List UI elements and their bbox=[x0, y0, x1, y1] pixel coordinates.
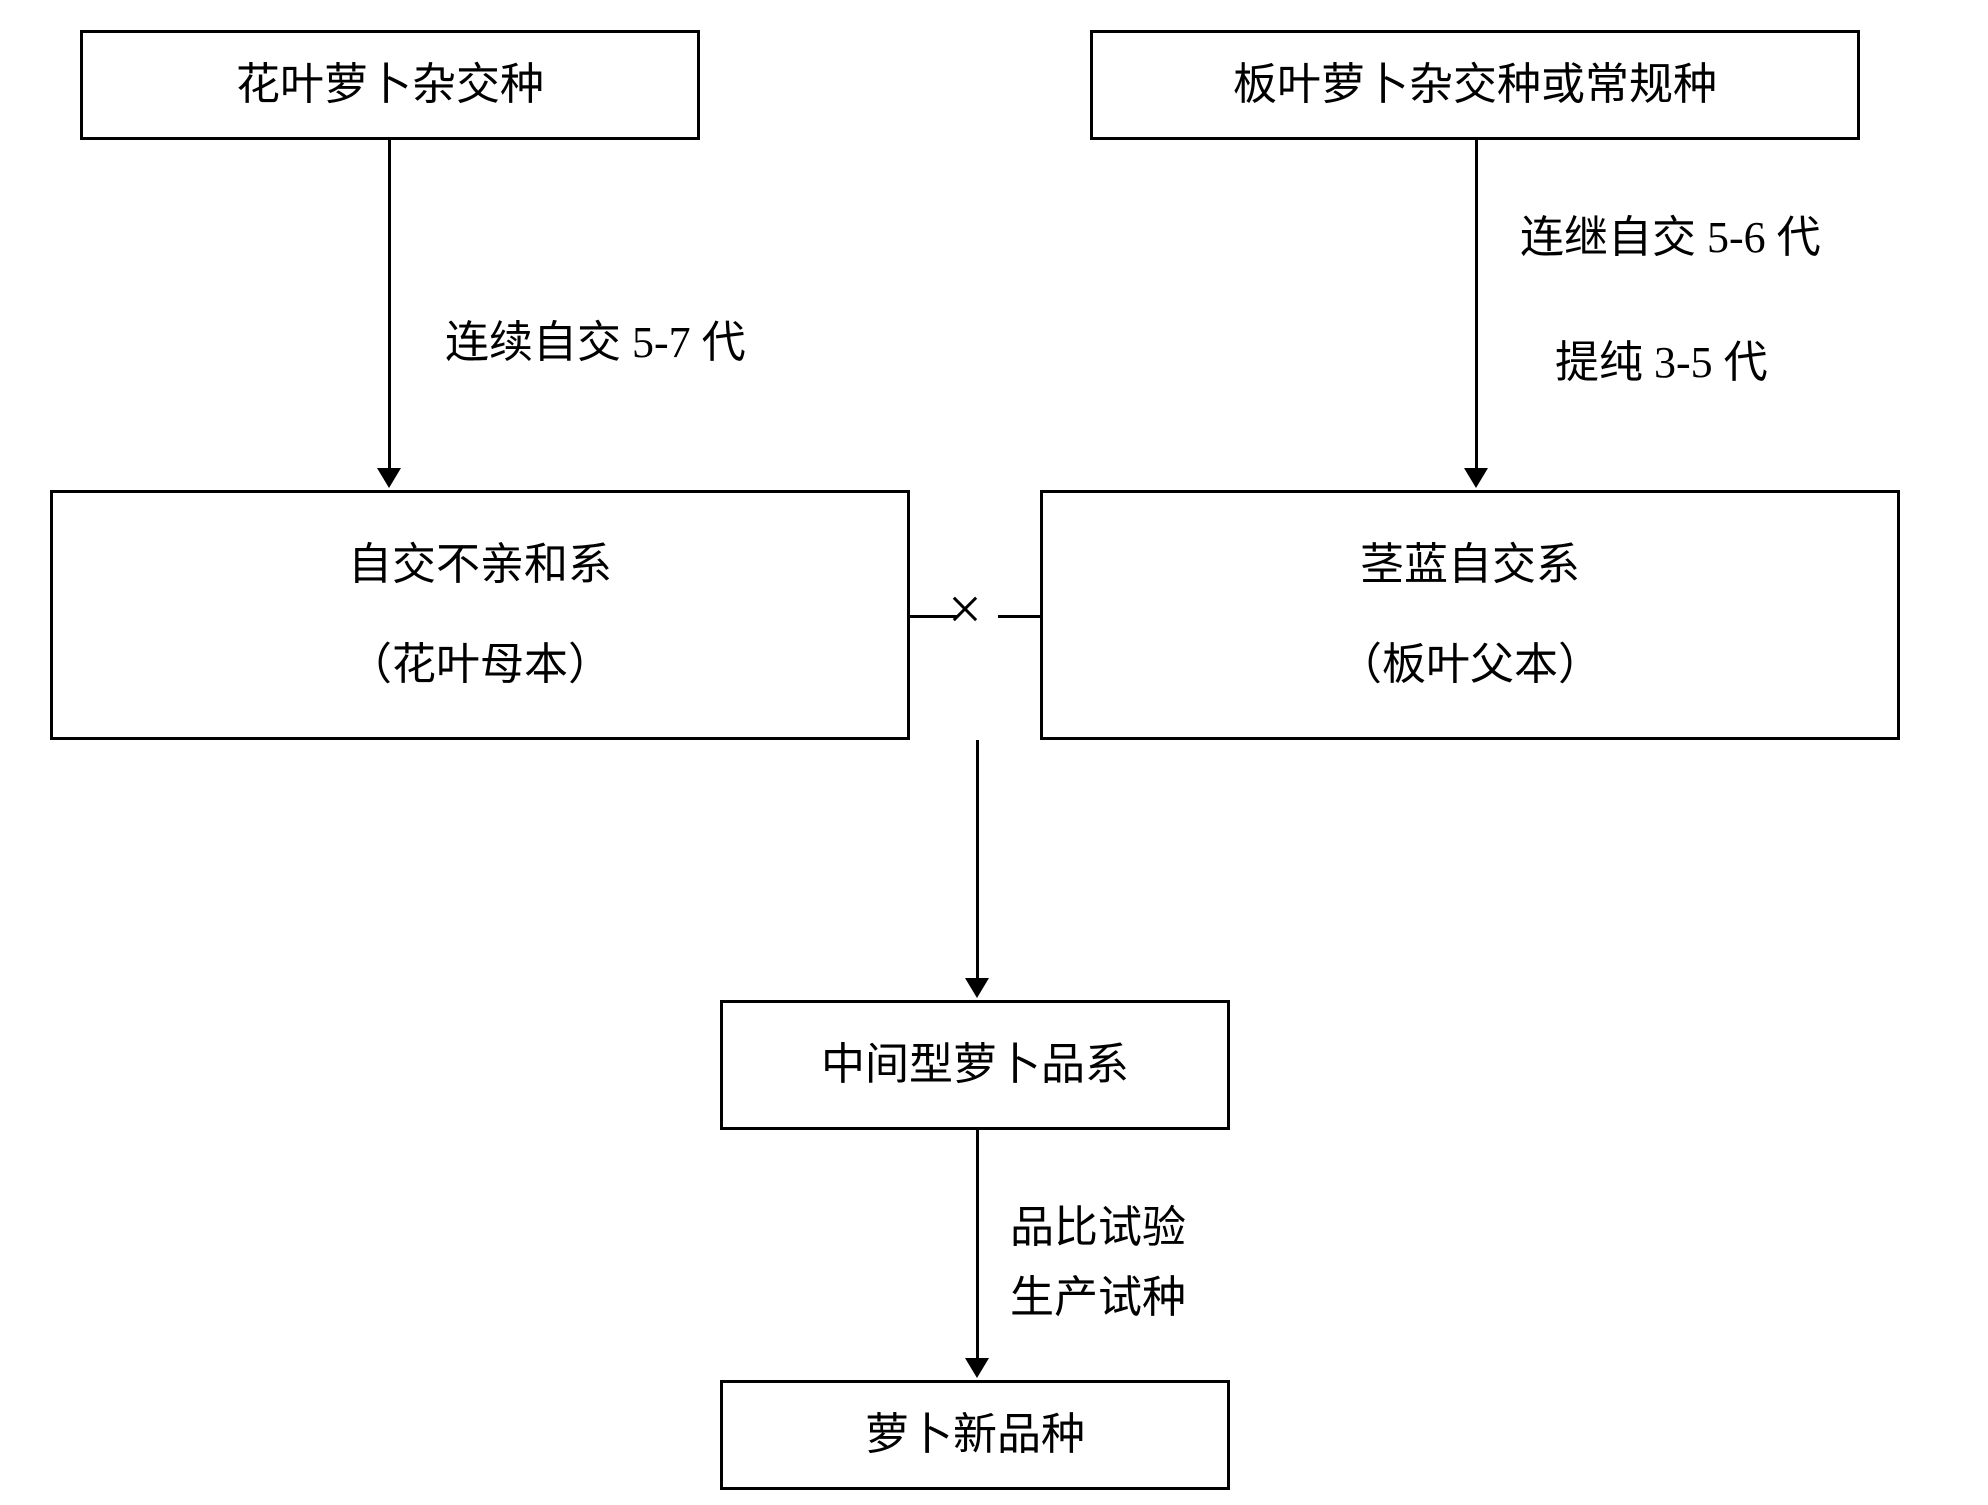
box-mid-right: 茎蓝自交系 （板叶父本） bbox=[1040, 490, 1900, 740]
label-right-self2: 提纯 3-5 代 bbox=[1555, 330, 1768, 396]
box-top-left: 花叶萝卜杂交种 bbox=[80, 30, 700, 140]
arrow-left-down-head bbox=[377, 468, 401, 488]
box-middle-text: 中间型萝卜品系 bbox=[821, 1030, 1129, 1100]
arrow-cross-down-line bbox=[976, 740, 979, 980]
box-top-right: 板叶萝卜杂交种或常规种 bbox=[1090, 30, 1860, 140]
box-mid-left-line2: （花叶母本） bbox=[348, 630, 612, 700]
box-bottom: 萝卜新品种 bbox=[720, 1380, 1230, 1490]
arrow-final-down-head bbox=[965, 1358, 989, 1378]
label-left-self: 连续自交 5-7 代 bbox=[445, 310, 746, 376]
box-mid-left: 自交不亲和系 （花叶母本） bbox=[50, 490, 910, 740]
arrow-right-down-line bbox=[1475, 140, 1478, 470]
arrow-final-down-line bbox=[976, 1130, 979, 1360]
box-mid-right-line1: 茎蓝自交系 bbox=[1360, 530, 1580, 600]
cross-right-line bbox=[998, 615, 1040, 618]
arrow-left-down-line bbox=[388, 140, 391, 470]
arrow-cross-down-head bbox=[965, 978, 989, 998]
box-top-left-text: 花叶萝卜杂交种 bbox=[236, 50, 544, 120]
box-mid-left-line1: 自交不亲和系 bbox=[348, 530, 612, 600]
box-mid-right-line2: （板叶父本） bbox=[1338, 630, 1602, 700]
label-trial1: 品比试验 bbox=[1010, 1195, 1186, 1261]
arrow-right-down-head bbox=[1464, 468, 1488, 488]
cross-symbol-icon: × bbox=[948, 575, 982, 644]
box-top-right-text: 板叶萝卜杂交种或常规种 bbox=[1233, 50, 1717, 120]
box-middle: 中间型萝卜品系 bbox=[720, 1000, 1230, 1130]
box-bottom-text: 萝卜新品种 bbox=[865, 1400, 1085, 1470]
label-trial2: 生产试种 bbox=[1010, 1265, 1186, 1331]
label-right-self1: 连继自交 5-6 代 bbox=[1520, 205, 1821, 271]
